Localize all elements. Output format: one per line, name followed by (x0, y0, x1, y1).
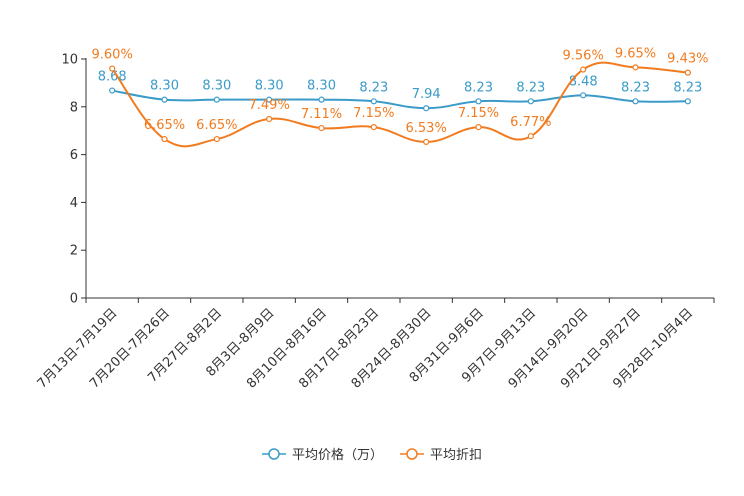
data-label: 7.15% (353, 106, 394, 121)
data-label: 9.65% (615, 46, 656, 61)
data-point (370, 98, 377, 105)
data-point (109, 87, 116, 94)
data-point (632, 98, 639, 105)
data-point (213, 96, 220, 103)
y-tick-label: 4 (70, 196, 78, 211)
data-label: 8.30 (307, 79, 336, 94)
data-label: 6.65% (144, 118, 185, 133)
data-label: 6.53% (406, 121, 447, 136)
data-point (632, 64, 639, 71)
data-label: 8.23 (673, 80, 702, 95)
legend-label: 平均折扣 (430, 448, 482, 463)
data-label: 6.65% (196, 118, 237, 133)
legend-item-2: 平均折扣 (400, 448, 482, 463)
data-label: 9.56% (563, 49, 604, 64)
data-label: 9.43% (667, 52, 708, 67)
legend-marker (406, 448, 418, 460)
legend: 平均价格（万） 平均折扣 (262, 447, 482, 463)
series-layer: 8.68 8.30 8.30 8.30 8.30 8.23 7.94 8.23 8.23 8.48… (92, 46, 708, 148)
data-point (684, 98, 691, 105)
data-point (266, 115, 273, 123)
data-label: 8.23 (621, 80, 650, 95)
data-label: 7.49% (249, 98, 290, 113)
x-axis: 7月13日-7月19日7月20日-7月26日7月27日-8月2日8月3日-8月9… (35, 297, 715, 392)
data-point (109, 65, 116, 72)
series-1: 8.68 8.30 8.30 8.30 8.30 8.23 7.94 8.23 8.23 8.48… (98, 70, 702, 112)
data-point (475, 124, 482, 131)
data-point (580, 66, 587, 73)
data-point (475, 98, 482, 105)
data-label: 6.77% (510, 115, 551, 130)
data-label: 8.30 (202, 79, 231, 94)
data-point (423, 138, 430, 146)
y-tick-label: 2 (70, 244, 78, 259)
data-label: 8.30 (255, 79, 284, 94)
legend-label: 平均价格（万） (292, 447, 383, 463)
data-label: 8.68 (98, 70, 127, 85)
data-point (318, 96, 325, 103)
data-point (318, 124, 325, 132)
data-label: 7.15% (458, 106, 499, 121)
data-point (213, 135, 220, 143)
series-2: 9.60% 6.65% 6.65% 7.49% 7.11% 7.15% 6.53% 7.15%… (92, 46, 708, 148)
legend-item-1: 平均价格（万） (262, 447, 383, 463)
y-tick-label: 0 (70, 292, 78, 307)
data-point (684, 69, 691, 76)
data-label: 8.23 (359, 80, 388, 95)
data-label: 7.94 (412, 87, 441, 102)
data-point (266, 96, 273, 103)
legend-marker (268, 448, 280, 460)
data-point (161, 96, 168, 103)
data-point (423, 105, 430, 112)
y-tick-label: 10 (61, 53, 78, 68)
data-label: 9.60% (92, 48, 133, 63)
data-label: 8.23 (464, 80, 493, 95)
data-point (161, 135, 168, 143)
data-point (527, 98, 534, 105)
y-axis: 0 2 4 6 8 10 (61, 53, 87, 307)
data-label: 8.23 (516, 80, 545, 95)
y-tick-label: 6 (70, 148, 78, 163)
data-point (527, 133, 534, 140)
series-line (111, 89, 688, 110)
data-point (370, 124, 377, 131)
data-point (580, 92, 587, 99)
y-tick-label: 8 (70, 100, 78, 115)
data-label: 7.11% (301, 107, 342, 122)
data-label: 8.48 (569, 74, 598, 89)
data-label: 8.30 (150, 79, 179, 94)
